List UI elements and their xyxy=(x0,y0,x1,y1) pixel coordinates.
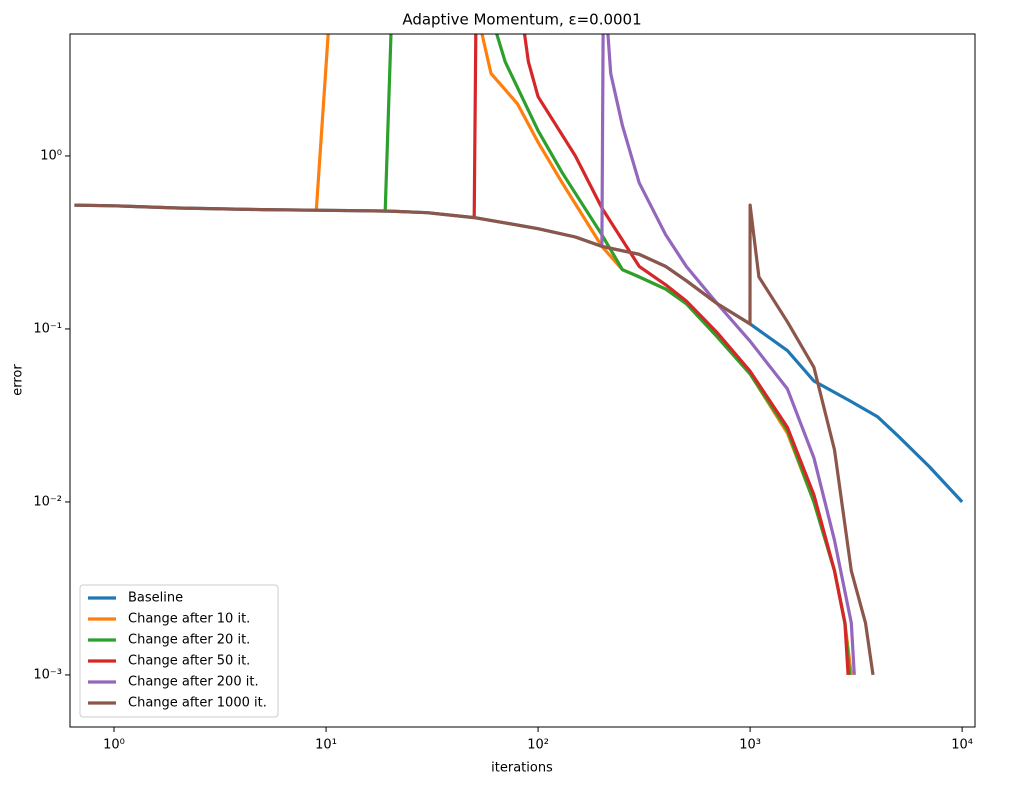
legend-label: Change after 200 it. xyxy=(128,675,259,690)
y-tick-label: 10⁻³ xyxy=(33,667,62,682)
legend-label: Baseline xyxy=(128,591,183,606)
legend-label: Change after 1000 it. xyxy=(128,696,267,711)
y-tick-label: 10⁻¹ xyxy=(33,321,62,336)
axes-frame xyxy=(69,33,976,728)
x-tick-label: 10⁰ xyxy=(103,738,125,753)
plot-area xyxy=(74,34,964,676)
legend-label: Change after 10 it. xyxy=(128,612,250,627)
x-axis-label: iterations xyxy=(491,761,553,776)
legend-box xyxy=(79,584,279,718)
x-tick-label: 10³ xyxy=(739,738,761,753)
x-tick-label: 10² xyxy=(527,738,549,753)
chart-title: Adaptive Momentum, ε=0.0001 xyxy=(402,11,641,29)
legend-label: Change after 50 it. xyxy=(128,654,250,669)
series-line xyxy=(600,34,856,675)
y-tick-label: 10⁻² xyxy=(33,494,62,509)
series-line xyxy=(74,203,875,676)
x-tick-label: 10¹ xyxy=(315,738,337,753)
series-line xyxy=(472,34,850,675)
y-tick-label: 10⁰ xyxy=(40,148,62,163)
legend-label: Change after 20 it. xyxy=(128,633,250,648)
x-tick-label: 10⁴ xyxy=(951,738,973,753)
y-axis-label: error xyxy=(11,364,26,396)
